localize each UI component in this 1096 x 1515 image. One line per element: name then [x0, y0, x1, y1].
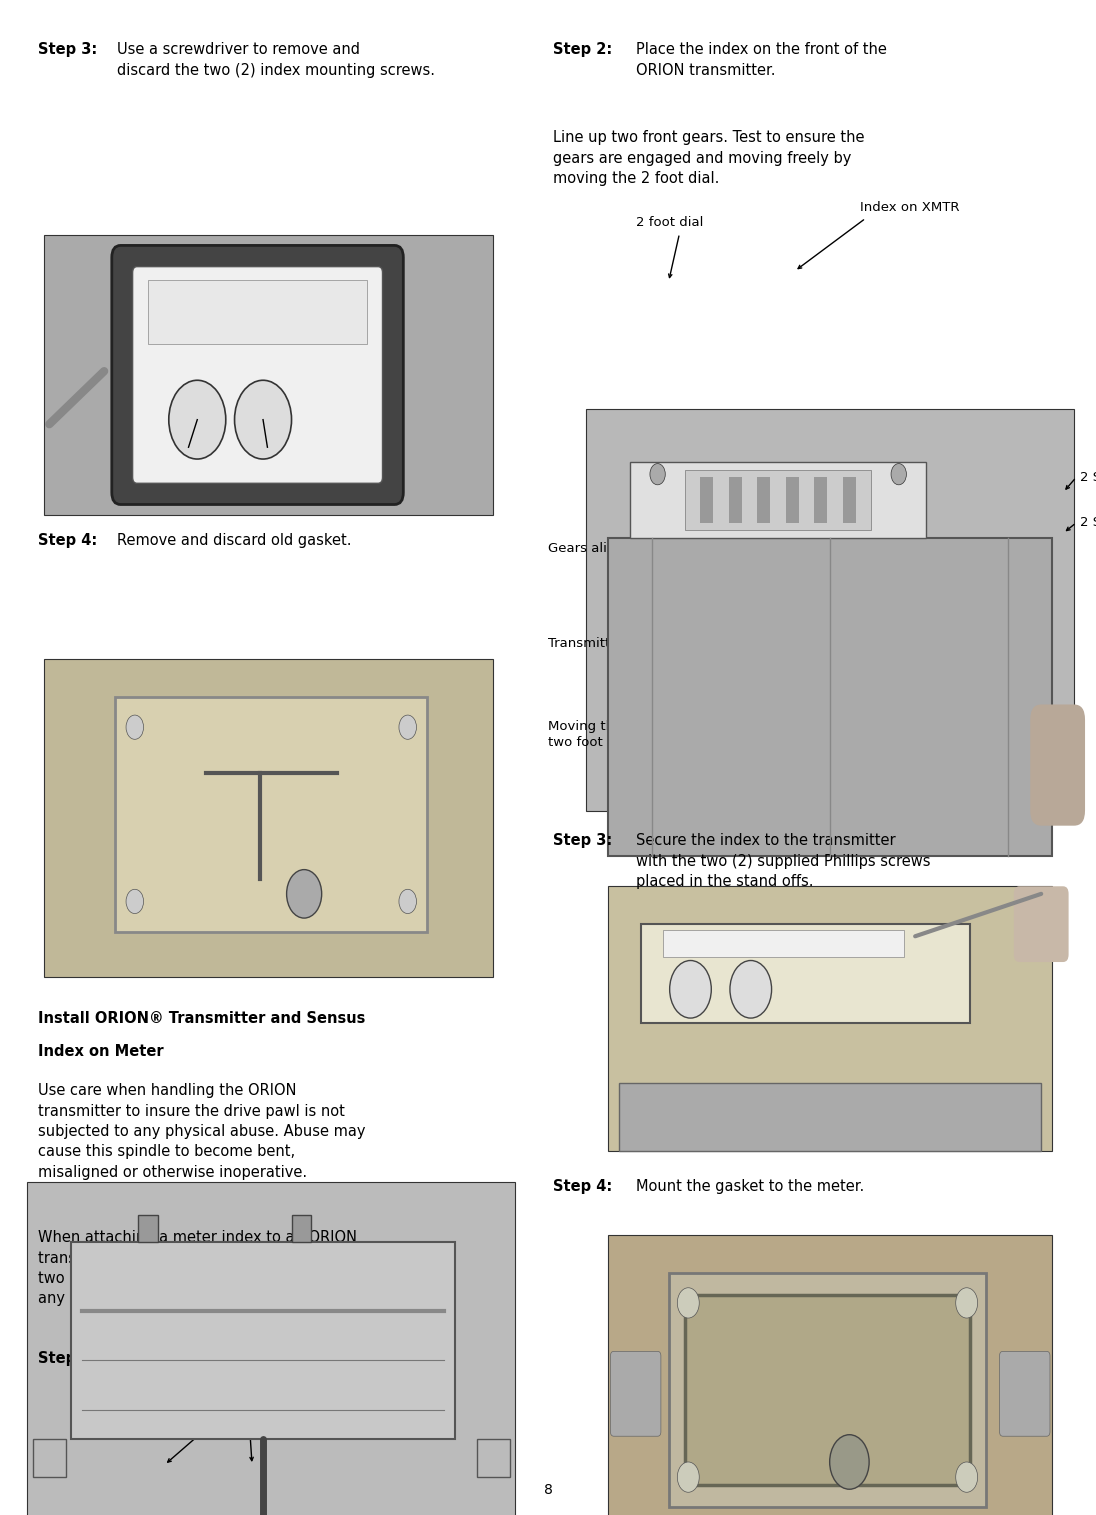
Text: TEMP COMP
60°F BASE
CUBIC
FEET: TEMP COMP 60°F BASE CUBIC FEET: [307, 356, 344, 379]
Bar: [669, 1273, 986, 1507]
Circle shape: [650, 464, 665, 485]
Bar: [586, 409, 1074, 811]
Text: Stand Offs: Stand Offs: [195, 1412, 265, 1426]
Bar: [138, 1215, 158, 1242]
Text: 2 foot dial: 2 foot dial: [636, 215, 703, 229]
Text: 0  0  0  3   00: 0 0 0 3 00: [214, 308, 301, 317]
Text: Moving the
two foot dial: Moving the two foot dial: [548, 720, 631, 750]
Circle shape: [126, 715, 144, 739]
Text: Secure the index to the transmitter
with the two (2) supplied Phillips screws
pl: Secure the index to the transmitter with…: [636, 833, 931, 889]
Text: 8: 8: [544, 1483, 552, 1497]
Text: Step 3:: Step 3:: [38, 42, 98, 58]
Circle shape: [956, 1288, 978, 1318]
Text: Step 2:: Step 2:: [553, 42, 613, 58]
Bar: [608, 538, 1052, 856]
Text: Gears aligned: Gears aligned: [548, 542, 641, 554]
Bar: [843, 477, 856, 523]
Text: 0 0 0 0  00: 0 0 0 0 00: [712, 939, 763, 948]
Text: Use care when handling the ORION
transmitter to insure the drive pawl is not
sub: Use care when handling the ORION transmi…: [38, 1083, 366, 1180]
Text: TEMP COMP
60°F BASE
CUBIC
FEET
CL 175-250: TEMP COMP 60°F BASE CUBIC FEET CL 175-25…: [811, 977, 840, 1006]
Bar: [814, 477, 827, 523]
Bar: [630, 462, 926, 538]
Bar: [44, 659, 493, 977]
FancyBboxPatch shape: [133, 267, 383, 483]
Circle shape: [399, 715, 416, 739]
Text: Step 4:: Step 4:: [38, 533, 98, 548]
Bar: [292, 1215, 311, 1242]
Circle shape: [891, 464, 906, 485]
Circle shape: [677, 1462, 699, 1492]
Text: Remove and discard old gasket.: Remove and discard old gasket.: [117, 533, 352, 548]
Text: Place the index on the front of the
ORION transmitter.: Place the index on the front of the ORIO…: [636, 42, 887, 77]
FancyBboxPatch shape: [1000, 1351, 1050, 1436]
Bar: [729, 477, 742, 523]
Text: Index on XMTR: Index on XMTR: [860, 200, 960, 214]
Bar: [786, 477, 799, 523]
Bar: [608, 886, 1052, 1151]
FancyBboxPatch shape: [610, 1351, 661, 1436]
Text: Index on Meter: Index on Meter: [38, 1044, 164, 1059]
Text: Step 4:: Step 4:: [553, 1179, 613, 1194]
Text: When attaching a meter index to an ORION
transmitter, make sure it mounts secure: When attaching a meter index to an ORION…: [38, 1230, 383, 1306]
Bar: [757, 477, 770, 523]
Bar: [685, 470, 871, 530]
Text: Step 1:: Step 1:: [38, 1351, 98, 1367]
Circle shape: [235, 380, 292, 459]
Text: Transmitter: Transmitter: [548, 638, 624, 650]
Bar: [641, 924, 970, 1023]
Circle shape: [677, 1288, 699, 1318]
Circle shape: [730, 961, 772, 1018]
Bar: [700, 477, 713, 523]
Bar: [27, 1182, 515, 1515]
Circle shape: [286, 870, 322, 918]
Circle shape: [830, 1435, 869, 1489]
Circle shape: [126, 889, 144, 914]
Bar: [477, 1439, 510, 1477]
Bar: [608, 1235, 1052, 1515]
Bar: [663, 930, 904, 957]
FancyBboxPatch shape: [1030, 704, 1085, 826]
Circle shape: [169, 380, 226, 459]
Bar: [685, 1295, 970, 1485]
FancyBboxPatch shape: [1014, 886, 1069, 962]
Bar: [71, 1242, 455, 1439]
Text: Line up two front gears. Test to ensure the
gears are engaged and moving freely : Line up two front gears. Test to ensure …: [553, 130, 865, 186]
Text: Mount the gasket to the meter.: Mount the gasket to the meter.: [636, 1179, 864, 1194]
Text: Install ORION® Transmitter and Sensus: Install ORION® Transmitter and Sensus: [38, 1011, 366, 1026]
Text: Step 3:: Step 3:: [553, 833, 613, 848]
Text: Use a screwdriver to remove and
discard the two (2) index mounting screws.: Use a screwdriver to remove and discard …: [117, 42, 435, 77]
Bar: [33, 1439, 66, 1477]
Bar: [148, 280, 367, 344]
Text: 2 Stand Offs: 2 Stand Offs: [1080, 517, 1096, 529]
Circle shape: [670, 961, 711, 1018]
Circle shape: [399, 889, 416, 914]
Circle shape: [956, 1462, 978, 1492]
Text: 2 Screws: 2 Screws: [1080, 471, 1096, 483]
Text: Place the two (2) supplied stand offs
in the transmitter.: Place the two (2) supplied stand offs in…: [117, 1351, 386, 1386]
Bar: [115, 697, 427, 932]
Bar: [619, 1083, 1041, 1151]
FancyBboxPatch shape: [112, 245, 403, 504]
Bar: [44, 235, 493, 515]
